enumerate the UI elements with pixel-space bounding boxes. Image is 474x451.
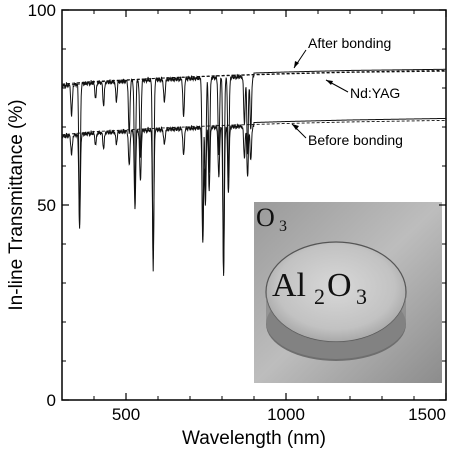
inset-photo: O 3 Al 2 O 3	[254, 202, 442, 383]
svg-text:Before bonding: Before bonding	[308, 132, 403, 148]
annotation-ndyag: Nd:YAG	[325, 79, 400, 101]
inset-partial-label: O	[256, 203, 275, 232]
y-tick-label: 50	[37, 196, 56, 215]
series-line-before-bonding	[62, 117, 446, 276]
annotation-after-bonding: After bonding	[293, 35, 391, 69]
series-line-nd-yag	[62, 69, 446, 87]
inset-partial-sub: 3	[279, 218, 287, 235]
y-axis-label: In-line Transmittance (%)	[6, 99, 27, 310]
y-tick-label: 100	[28, 1, 56, 20]
svg-text:Al: Al	[272, 267, 306, 304]
svg-text:3: 3	[356, 284, 367, 309]
inset-al2o3-label: Al 2 O 3	[272, 267, 367, 309]
x-axis-label: Wavelength (nm)	[182, 428, 326, 449]
svg-text:2: 2	[314, 284, 325, 309]
y-tick-label: 0	[47, 391, 56, 410]
svg-text:Nd:YAG: Nd:YAG	[350, 85, 400, 101]
x-tick-label: 1000	[267, 405, 305, 424]
x-tick-label: 500	[112, 405, 140, 424]
series-line-before-bonding-fit	[62, 119, 446, 136]
annotation-before-bonding: Before bonding	[291, 123, 403, 148]
x-tick-label: 1500	[408, 405, 446, 424]
series-line-after-bonding	[62, 68, 446, 274]
svg-text:After bonding: After bonding	[308, 35, 391, 51]
svg-text:O: O	[327, 267, 352, 304]
